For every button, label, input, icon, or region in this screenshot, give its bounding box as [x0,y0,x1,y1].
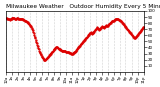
Text: Milwaukee Weather   Outdoor Humidity Every 5 Minutes (Last 24 Hours): Milwaukee Weather Outdoor Humidity Every… [6,4,160,9]
